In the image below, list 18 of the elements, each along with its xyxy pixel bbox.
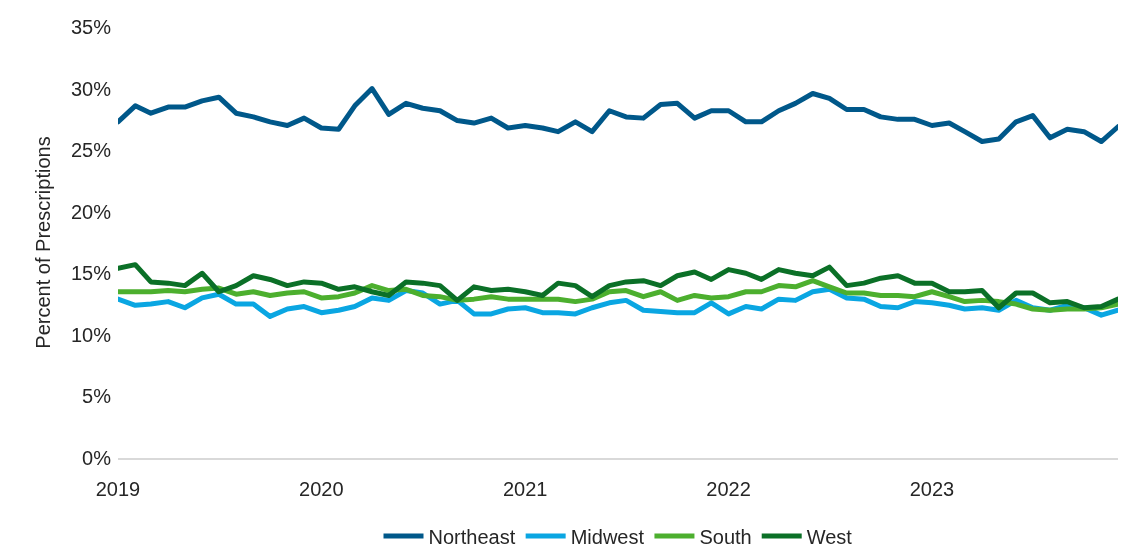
y-tick-label: 5%	[82, 385, 112, 408]
legend-label: West	[806, 525, 853, 548]
x-tick-label: 2021	[502, 478, 548, 500]
legend-label: Midwest	[570, 525, 645, 548]
legend-label: Northeast	[428, 525, 516, 548]
y-tick-label: 15%	[70, 262, 112, 285]
x-tick-label: 2023	[909, 478, 955, 500]
x-tick-label: 2022	[706, 478, 751, 500]
legend-label: South	[699, 525, 752, 548]
y-tick-label: 30%	[70, 77, 112, 100]
y-axis-title: Percent of Prescriptions	[32, 136, 55, 349]
x-tick-label: 2019	[95, 478, 141, 500]
y-tick-label: 25%	[70, 139, 112, 162]
y-tick-label: 20%	[70, 200, 112, 223]
x-tick-label: 2020	[299, 478, 344, 500]
y-tick-label: 35%	[70, 16, 112, 38]
y-tick-label: 0%	[82, 447, 112, 469]
y-tick-label: 10%	[70, 323, 112, 346]
